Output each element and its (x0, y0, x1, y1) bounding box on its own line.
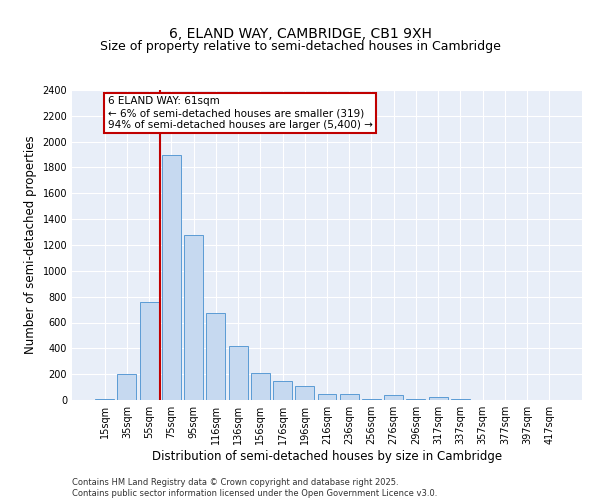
Bar (295, 386, 314, 400)
Bar (118, 374, 136, 400)
Text: 6 ELAND WAY: 61sqm
← 6% of semi-detached houses are smaller (319)
94% of semi-de: 6 ELAND WAY: 61sqm ← 6% of semi-detached… (107, 96, 373, 130)
Text: Size of property relative to semi-detached houses in Cambridge: Size of property relative to semi-detach… (100, 40, 500, 53)
Bar (317, 394, 337, 400)
Bar (251, 373, 270, 400)
X-axis label: Distribution of semi-detached houses by size in Cambridge: Distribution of semi-detached houses by … (152, 450, 502, 463)
Bar (273, 382, 292, 400)
Text: 6, ELAND WAY, CAMBRIDGE, CB1 9XH: 6, ELAND WAY, CAMBRIDGE, CB1 9XH (169, 28, 431, 42)
Text: Contains HM Land Registry data © Crown copyright and database right 2025.
Contai: Contains HM Land Registry data © Crown c… (72, 478, 437, 498)
Y-axis label: Number of semi-detached properties: Number of semi-detached properties (24, 136, 37, 354)
Bar (162, 154, 181, 400)
Bar (184, 234, 203, 400)
Bar (206, 314, 225, 400)
Bar (340, 394, 359, 400)
Bar (384, 395, 403, 400)
Bar (95, 398, 114, 400)
Bar (140, 302, 158, 400)
Bar (229, 346, 248, 400)
Bar (429, 398, 448, 400)
